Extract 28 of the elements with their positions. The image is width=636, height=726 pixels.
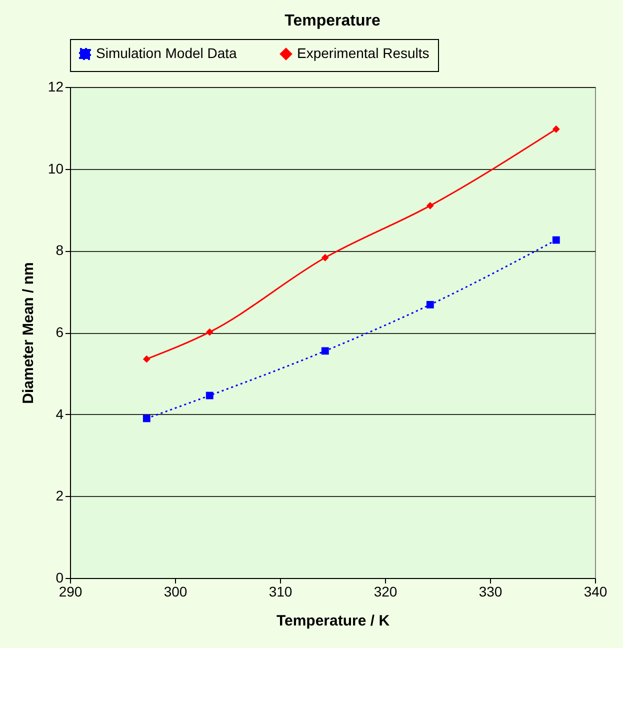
y-tick-label: 12: [48, 78, 64, 94]
point: [321, 254, 329, 262]
legend-label: Experimental Results: [297, 45, 430, 61]
point: [552, 125, 560, 133]
y-axis-title: Diameter Mean / nm: [20, 262, 37, 404]
y-tick-label: 4: [56, 406, 64, 422]
y-tick-label: 0: [56, 570, 64, 586]
x-tick-label: 320: [374, 584, 398, 600]
x-tick-label: 310: [268, 584, 292, 600]
point: [142, 355, 150, 363]
x-axis-title: Temperature / K: [276, 612, 390, 630]
legend-label: Simulation Model Data: [96, 45, 238, 61]
y-tick-label: 2: [56, 488, 64, 504]
x-tick-label: 300: [164, 584, 188, 600]
point: [206, 328, 214, 336]
point: [321, 347, 329, 355]
point: [426, 300, 434, 308]
point: [552, 236, 560, 244]
x-tick-label: 330: [478, 584, 502, 600]
y-tick-label: 8: [56, 242, 64, 258]
x-tick-label: 340: [584, 584, 608, 600]
chart-title: Temperature: [284, 12, 380, 30]
point: [142, 414, 150, 422]
point: [206, 392, 214, 400]
point: [426, 202, 434, 210]
y-tick-label: 6: [56, 324, 64, 340]
y-tick-label: 10: [48, 160, 64, 176]
x-tick-label: 290: [58, 584, 82, 600]
